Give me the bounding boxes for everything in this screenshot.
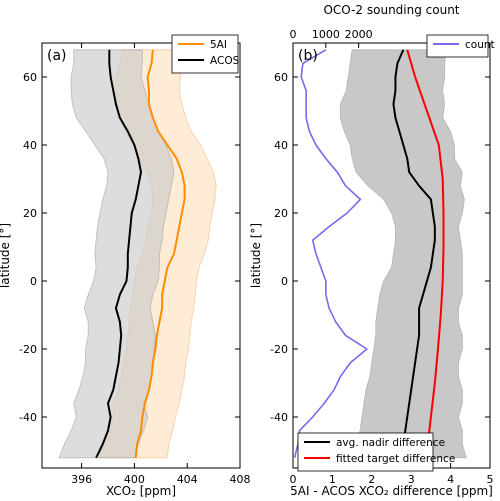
legend-label: ACOS (210, 55, 240, 67)
series-line-avg-nadir-difference (392, 49, 436, 458)
x-tick-label: 404 (177, 473, 198, 486)
x-axis-title: 5AI - ACOS XCO₂ difference [ppm] (290, 484, 493, 498)
x-tick-label: 3 (408, 473, 415, 486)
plot-frame (41, 42, 241, 469)
x-tick-label: 4 (447, 473, 454, 486)
x-tick-label: 400 (124, 473, 145, 486)
x-tick-label: 2 (368, 473, 375, 486)
y-axis-title: latitude [°] (0, 223, 12, 288)
y-tick-label: 60 (23, 71, 37, 84)
series-line-5ai (134, 49, 186, 458)
legend-box (171, 34, 239, 74)
panel-b: 60 40 20 0 -20 -40 0 1 2 3 4 5 0 1000 2000 OCO-2 soundi… (249, 3, 495, 498)
y-tick-label: 40 (23, 139, 37, 152)
y-tick-label: -20 (270, 343, 288, 356)
x-tick-label: 396 (71, 473, 92, 486)
y-tick-label: 0 (30, 275, 37, 288)
x-tick-label: 5 (487, 473, 494, 486)
legend-label: avg. nadir difference (336, 437, 445, 449)
series-line-acos (95, 49, 142, 459)
legend-box (426, 34, 489, 58)
legend-box (297, 432, 434, 472)
y-tick-label: -40 (270, 411, 288, 424)
band-acos (58, 49, 175, 459)
series-line-fitted-target-difference (406, 49, 445, 435)
y-tick-label: 40 (274, 139, 288, 152)
y-tick-label: -40 (19, 411, 37, 424)
x-tick-label: 1 (329, 473, 336, 486)
y-tick-label: 60 (274, 71, 288, 84)
top-x-tick-label: 1000 (312, 28, 340, 41)
x-axis-title: XCO₂ [ppm] (106, 484, 176, 498)
legend-label: 5AI (210, 39, 227, 51)
y-tick-label: -20 (19, 343, 37, 356)
legend-label: fitted target difference (336, 453, 455, 465)
top-x-tick-label: 0 (290, 28, 297, 41)
top-x-axis-title: OCO-2 sounding count (323, 3, 459, 17)
x-tick-label: 0 (290, 473, 297, 486)
y-tick-label: 20 (274, 207, 288, 220)
y-tick-label: 0 (281, 275, 288, 288)
panel-label: (b) (298, 48, 318, 64)
x-tick-label: 408 (230, 473, 251, 486)
legend-label: count (465, 39, 495, 51)
panel-a: 60 40 20 0 -20 -40 396 400 404 408 XCO₂ [ppm] latit… (0, 34, 251, 498)
panel-label: (a) (47, 48, 67, 64)
band-avg-nadir-difference (339, 49, 467, 459)
y-tick-label: 20 (23, 207, 37, 220)
series-line-count (293, 49, 368, 458)
top-x-tick-label: 2000 (345, 28, 373, 41)
y-axis-title: latitude [°] (249, 223, 263, 288)
